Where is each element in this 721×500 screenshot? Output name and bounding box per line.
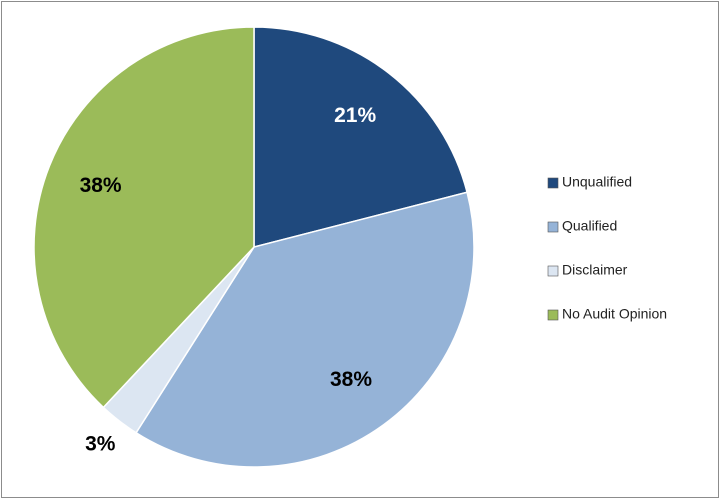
data-label: 21% bbox=[334, 104, 376, 127]
legend-swatch bbox=[547, 309, 559, 321]
data-label: 3% bbox=[85, 433, 116, 456]
data-label: 38% bbox=[80, 174, 122, 197]
legend-swatch bbox=[547, 265, 559, 277]
legend-swatch bbox=[547, 221, 559, 233]
legend-label: No Audit Opinion bbox=[562, 306, 667, 322]
legend-label: Qualified bbox=[562, 218, 617, 234]
pie-slice bbox=[135, 191, 475, 468]
legend-label: Unqualified bbox=[562, 174, 632, 190]
pie-slice bbox=[33, 26, 255, 409]
legend-swatch bbox=[547, 177, 559, 189]
data-label: 38% bbox=[330, 368, 372, 391]
legend-label: Disclaimer bbox=[562, 262, 628, 278]
pie-slice bbox=[253, 26, 469, 248]
